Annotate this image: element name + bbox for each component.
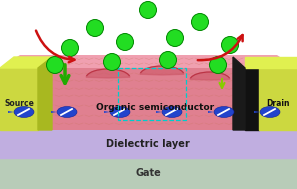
- Polygon shape: [0, 68, 38, 130]
- Ellipse shape: [214, 106, 234, 118]
- Circle shape: [47, 57, 64, 74]
- Polygon shape: [0, 55, 297, 68]
- Polygon shape: [0, 68, 297, 130]
- Text: Source: Source: [4, 99, 34, 108]
- Circle shape: [86, 19, 103, 36]
- Text: Organic semiconductor: Organic semiconductor: [96, 104, 214, 112]
- Ellipse shape: [162, 106, 182, 118]
- Ellipse shape: [260, 106, 280, 118]
- Circle shape: [116, 33, 133, 50]
- Polygon shape: [8, 111, 14, 113]
- Ellipse shape: [57, 106, 77, 118]
- Circle shape: [167, 29, 184, 46]
- Ellipse shape: [110, 106, 130, 118]
- Polygon shape: [0, 57, 52, 68]
- Text: Gate: Gate: [135, 169, 161, 178]
- Polygon shape: [140, 66, 184, 75]
- Circle shape: [61, 40, 78, 57]
- Circle shape: [192, 13, 208, 30]
- Text: Dielectric layer: Dielectric layer: [106, 139, 190, 149]
- Bar: [118, 68, 186, 120]
- Polygon shape: [38, 57, 52, 130]
- Polygon shape: [254, 111, 260, 113]
- Polygon shape: [156, 111, 162, 113]
- Polygon shape: [104, 111, 110, 113]
- Polygon shape: [245, 68, 259, 130]
- Circle shape: [209, 57, 227, 74]
- Polygon shape: [51, 111, 57, 113]
- Polygon shape: [208, 111, 214, 113]
- Polygon shape: [233, 57, 245, 130]
- Text: Drain: Drain: [266, 99, 290, 108]
- Ellipse shape: [14, 106, 34, 118]
- Circle shape: [103, 53, 121, 70]
- Circle shape: [140, 2, 157, 19]
- Polygon shape: [190, 72, 230, 80]
- Circle shape: [159, 51, 176, 68]
- Polygon shape: [245, 57, 297, 68]
- Circle shape: [222, 36, 238, 53]
- Polygon shape: [86, 69, 130, 78]
- Polygon shape: [259, 68, 297, 130]
